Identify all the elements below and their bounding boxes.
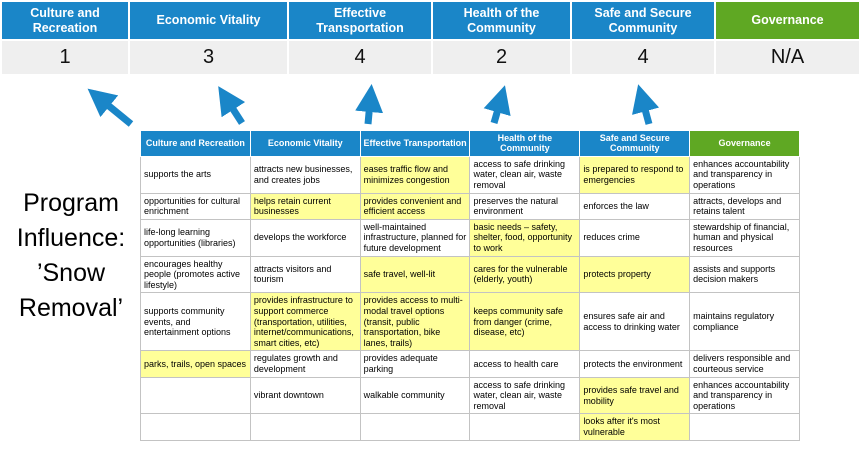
matrix-row: parks, trails, open spaces regulates grow…: [140, 350, 800, 378]
score-economic-vitality: 3: [130, 41, 287, 74]
matrix-row: opportunities for cultural enrichment hel…: [140, 192, 800, 220]
matrix-cell: [140, 376, 251, 415]
score-safe-and-secure-community: 4: [572, 41, 714, 74]
matrix-cell-highlighted: cares for the vulnerable (elderly, youth…: [469, 255, 581, 294]
matrix-cell: enforces the law: [579, 192, 691, 220]
matrix-row: life-long learning opportunities (librar…: [140, 218, 800, 257]
score-health-of-the-community: 2: [433, 41, 570, 74]
header-effective-transportation: Effective Transportation: [289, 2, 431, 39]
matrix-row: looks after it's most vulnerable: [140, 413, 800, 441]
matrix-header-safe-and-secure-community: Safe and Secure Community: [579, 130, 691, 157]
matrix-cell: life-long learning opportunities (librar…: [140, 218, 251, 257]
matrix-cell: provides adequate parking: [359, 350, 471, 378]
matrix-cell: [469, 413, 581, 441]
matrix-cell-highlighted: provides infrastructure to support comme…: [249, 292, 361, 352]
matrix-cell: reduces crime: [579, 218, 691, 257]
matrix-cell: access to safe drinking water, clean air…: [469, 155, 581, 194]
matrix-header-governance: Governance: [689, 130, 800, 157]
matrix-cell: attracts new businesses, and creates job…: [249, 155, 361, 194]
matrix-cell-highlighted: parks, trails, open spaces: [140, 350, 251, 378]
matrix-cell: walkable community: [359, 376, 471, 415]
matrix-cell-highlighted: basic needs – safety, shelter, food, opp…: [469, 218, 581, 257]
matrix-cell: supports community events, and entertain…: [140, 292, 251, 352]
score-governance: N/A: [716, 41, 859, 74]
summary-score-row: 1 3 4 2 4 N/A: [2, 41, 859, 74]
header-culture-and-recreation: Culture and Recreation: [2, 2, 128, 39]
matrix-row: supports community events, and entertain…: [140, 292, 800, 352]
matrix-cell: attracts, develops and retains talent: [689, 192, 800, 220]
matrix-body: supports the arts attracts new businesses…: [140, 155, 800, 441]
matrix-cell-highlighted: is prepared to respond to emergencies: [579, 155, 691, 194]
summary-header-row: Culture and Recreation Economic Vitality…: [2, 2, 859, 39]
matrix-cell: opportunities for cultural enrichment: [140, 192, 251, 220]
matrix-cell: assists and supports decision makers: [689, 255, 800, 294]
matrix-cell: maintains regulatory compliance: [689, 292, 800, 352]
matrix-cell: preserves the natural environment: [469, 192, 581, 220]
influence-arrows: [87, 84, 660, 127]
matrix-row: supports the arts attracts new businesses…: [140, 155, 800, 194]
matrix-header-row: Culture and Recreation Economic Vitality E…: [140, 130, 800, 157]
header-governance: Governance: [716, 2, 859, 39]
matrix-cell: enhances accountability and transparency…: [689, 376, 800, 415]
matrix-cell-highlighted: keeps community safe from danger (crime,…: [469, 292, 581, 352]
score-effective-transportation: 4: [289, 41, 431, 74]
header-health-of-the-community: Health of the Community: [433, 2, 570, 39]
matrix-cell: supports the arts: [140, 155, 251, 194]
header-economic-vitality: Economic Vitality: [130, 2, 287, 39]
matrix-cell-highlighted: looks after it's most vulnerable: [579, 413, 691, 441]
influence-matrix-table: Culture and Recreation Economic Vitality E…: [140, 130, 800, 441]
influence-arrow: [218, 86, 246, 125]
matrix-cell-highlighted: protects property: [579, 255, 691, 294]
header-safe-and-secure-community: Safe and Secure Community: [572, 2, 714, 39]
matrix-cell: attracts visitors and tourism: [249, 255, 361, 294]
influence-arrow: [632, 84, 660, 125]
score-culture-and-recreation: 1: [2, 41, 128, 74]
matrix-row: vibrant downtown walkable community access…: [140, 376, 800, 415]
matrix-cell: regulates growth and development: [249, 350, 361, 378]
matrix-row: encourages healthy people (promotes acti…: [140, 255, 800, 294]
matrix-cell-highlighted: provides access to multi-modal travel op…: [359, 292, 471, 352]
matrix-cell: develops the workforce: [249, 218, 361, 257]
matrix-cell: enhances accountability and transparency…: [689, 155, 800, 194]
matrix-cell: well-maintained infrastructure, planned …: [359, 218, 471, 257]
matrix-header-culture-and-recreation: Culture and Recreation: [140, 130, 251, 157]
matrix-cell: encourages healthy people (promotes acti…: [140, 255, 251, 294]
matrix-cell: protects the environment: [579, 350, 691, 378]
influence-arrow: [355, 84, 384, 125]
matrix-cell: [249, 413, 361, 441]
matrix-header-health-of-the-community: Health of the Community: [469, 130, 581, 157]
matrix-cell-highlighted: helps retain current businesses: [249, 192, 361, 220]
matrix-cell: access to safe drinking water, clean air…: [469, 376, 581, 415]
matrix-cell: access to health care: [469, 350, 581, 378]
matrix-cell: [359, 413, 471, 441]
matrix-header-effective-transportation: Effective Transportation: [359, 130, 471, 157]
influence-arrow: [483, 85, 511, 124]
matrix-cell-highlighted: provides convenient and efficient access: [359, 192, 471, 220]
matrix-header-economic-vitality: Economic Vitality: [249, 130, 361, 157]
influence-arrow: [87, 88, 134, 127]
matrix-cell: [689, 413, 800, 441]
matrix-cell: vibrant downtown: [249, 376, 361, 415]
matrix-cell-highlighted: eases traffic flow and minimizes congest…: [359, 155, 471, 194]
matrix-cell-highlighted: provides safe travel and mobility: [579, 376, 691, 415]
program-influence-title: Program Influence: ’Snow Removal’: [16, 189, 126, 322]
matrix-cell-highlighted: safe travel, well-lit: [359, 255, 471, 294]
matrix-cell: ensures safe air and access to drinking …: [579, 292, 691, 352]
matrix-cell: stewardship of financial, human and phys…: [689, 218, 800, 257]
matrix-cell: delivers responsible and courteous servi…: [689, 350, 800, 378]
matrix-cell: [140, 413, 251, 441]
